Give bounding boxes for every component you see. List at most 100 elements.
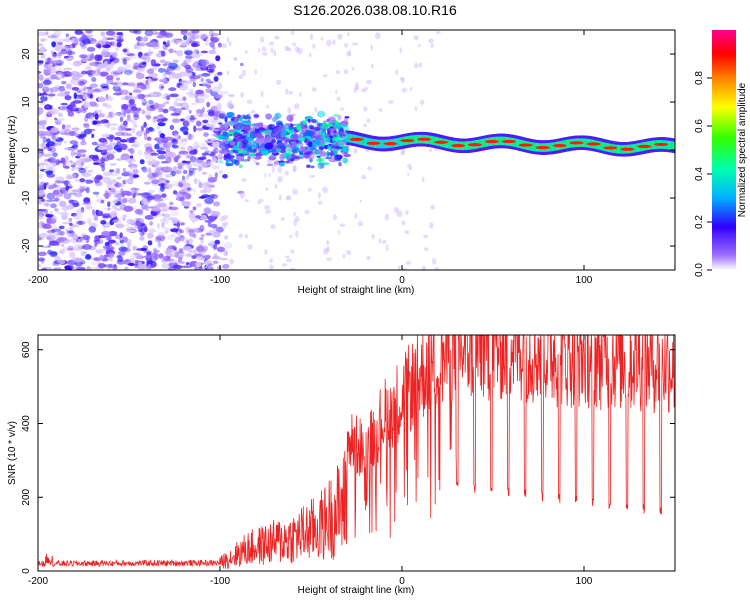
noise-blob [80, 86, 85, 93]
noise-blob [194, 60, 200, 64]
noise-blob [71, 144, 79, 149]
noise-blob [122, 179, 127, 185]
noise-blob [131, 110, 141, 114]
noise-blob [125, 128, 132, 131]
noise-blob [112, 219, 122, 224]
noise-blob [55, 211, 64, 214]
noise-blob [378, 238, 382, 244]
noise-blob [290, 249, 295, 254]
noise-blob [190, 227, 199, 234]
noise-blob [55, 158, 61, 166]
noise-blob [172, 144, 179, 149]
noise-blob [75, 152, 82, 156]
noise-blob [322, 186, 329, 193]
noise-blob [168, 48, 174, 54]
noise-blob [38, 74, 44, 81]
noise-blob [66, 230, 74, 234]
band-blob [225, 158, 231, 165]
noise-blob [51, 228, 62, 232]
noise-blob [244, 233, 248, 239]
noise-blob [46, 170, 54, 174]
noise-blob [271, 166, 275, 173]
noise-blob [171, 210, 180, 216]
noise-blob [159, 185, 165, 192]
noise-blob [179, 229, 185, 234]
noise-blob [318, 192, 321, 199]
noise-blob [91, 133, 95, 139]
noise-blob [38, 208, 46, 212]
band-blob [282, 143, 291, 147]
noise-blob [66, 70, 70, 76]
noise-blob [70, 212, 78, 217]
noise-blob [157, 241, 162, 248]
noise-blob [363, 123, 368, 128]
noise-blob [385, 244, 389, 252]
band-blob [240, 114, 247, 119]
noise-blob [191, 255, 197, 259]
band-blob [275, 144, 285, 148]
band-blob [291, 141, 297, 148]
noise-blob [106, 250, 110, 255]
noise-blob [181, 137, 189, 143]
noise-blob [114, 113, 120, 116]
noise-blob [58, 225, 65, 230]
noise-blob [44, 203, 50, 207]
noise-blob [62, 211, 69, 217]
noise-blob [124, 69, 133, 76]
noise-blob [100, 88, 109, 92]
noise-blob [117, 250, 126, 256]
noise-blob [205, 254, 211, 260]
noise-blob [135, 93, 144, 100]
noise-blob [49, 108, 60, 115]
noise-blob [378, 108, 383, 112]
noise-blob [289, 234, 293, 239]
band-blob [327, 116, 336, 124]
band-blob [270, 131, 276, 138]
noise-blob [126, 218, 135, 225]
noise-blob [153, 103, 164, 110]
snr-y-ticks: 0 200 400 600 [21, 341, 675, 574]
noise-blob [314, 106, 318, 113]
noise-blob [116, 147, 123, 153]
noise-blob [93, 88, 101, 93]
noise-blob [96, 40, 105, 46]
noise-blob [123, 205, 134, 212]
band-blob [275, 133, 281, 139]
noise-blob [97, 109, 103, 115]
band-blob [266, 163, 273, 167]
noise-blob [70, 224, 80, 228]
noise-blob [158, 67, 165, 73]
noise-blob [50, 74, 59, 80]
noise-blob [141, 109, 146, 115]
noise-blob [141, 168, 150, 173]
band-blob [281, 129, 287, 136]
band-blob [255, 162, 260, 166]
noise-blob [95, 61, 103, 65]
noise-blob [108, 111, 113, 118]
noise-blob [181, 61, 188, 66]
noise-blob [353, 148, 358, 154]
noise-blob [207, 263, 214, 266]
noise-blob [102, 171, 113, 177]
noise-blob [200, 79, 204, 82]
noise-blob [122, 82, 129, 86]
noise-blob [156, 137, 163, 141]
noise-blob [43, 94, 47, 98]
snr-x-ticks: -200 -100 0 100 [28, 335, 593, 587]
noise-blob [309, 174, 316, 179]
noise-blob [61, 73, 65, 79]
noise-blob [224, 250, 228, 256]
noise-blob [175, 170, 181, 175]
noise-blob [400, 77, 405, 84]
noise-blob [161, 213, 165, 217]
noise-blob [71, 166, 75, 172]
noise-blob [46, 230, 56, 234]
noise-blob [102, 245, 111, 249]
noise-blob [49, 86, 60, 93]
noise-blob [126, 94, 134, 101]
noise-blob [285, 196, 291, 200]
noise-blob [190, 115, 195, 118]
noise-blob [121, 127, 128, 132]
noise-blob [217, 82, 223, 90]
noise-blob [219, 90, 229, 95]
